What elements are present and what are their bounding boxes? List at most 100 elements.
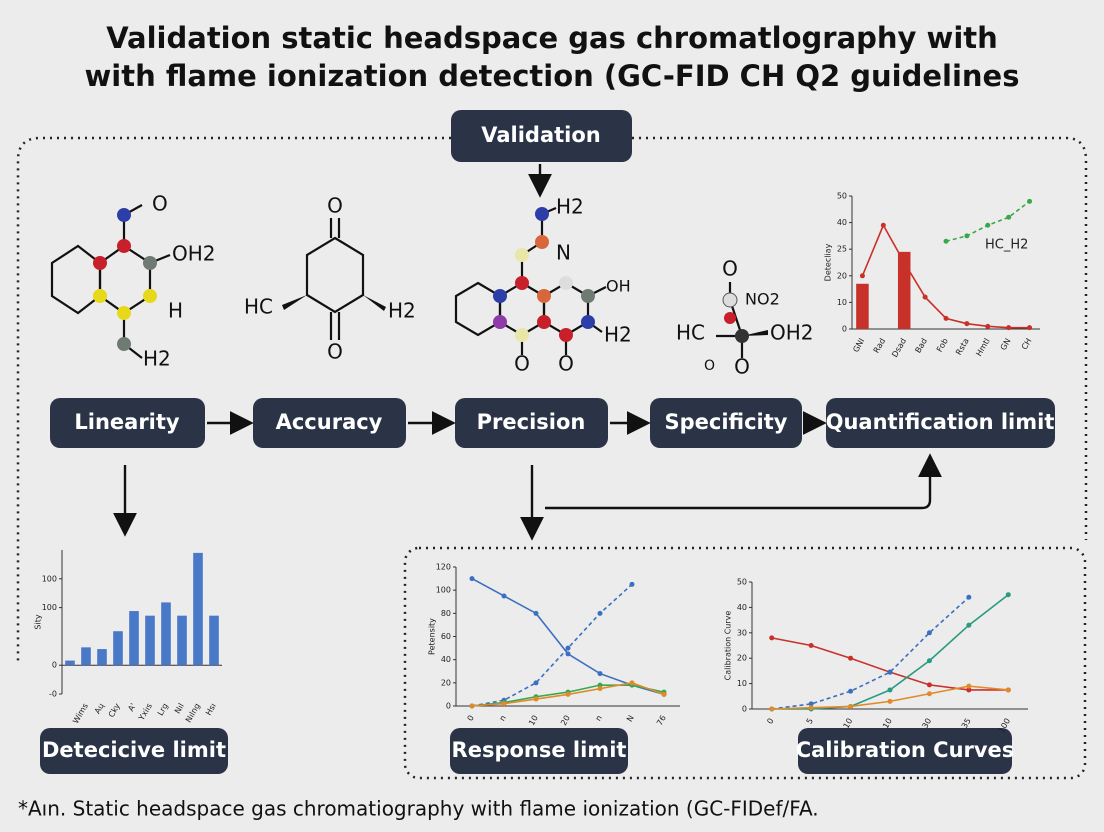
node-box <box>50 398 205 448</box>
y-tick-label: 0 <box>52 661 57 670</box>
bar <box>856 283 869 329</box>
y-tick-label: 25 <box>837 245 847 254</box>
point <box>887 669 893 675</box>
atom-label: OH2 <box>770 321 814 345</box>
point <box>901 260 907 265</box>
title-line: with flame ionization detection (GC-FID … <box>85 59 1020 93</box>
bar <box>193 552 203 666</box>
x-tick-label: CH <box>1020 337 1034 352</box>
atom-label: O <box>327 194 343 218</box>
point <box>597 682 603 688</box>
x-tick-label: 5 <box>805 717 815 726</box>
point <box>985 323 991 329</box>
x-tick-label: 10 <box>881 717 894 730</box>
line <box>471 583 633 707</box>
atom-label: H2 <box>556 195 584 219</box>
y-tick-label: 20 <box>837 271 847 280</box>
molecule: H2 N OH H2 O O <box>454 195 632 376</box>
point <box>501 593 507 599</box>
x-tick-label: Hmtl <box>974 337 991 358</box>
atom-label: O <box>734 355 750 379</box>
point <box>769 706 775 712</box>
point <box>565 645 571 651</box>
y-tick-label: 100 <box>42 603 57 612</box>
x-tick-label: Fob <box>935 337 950 354</box>
point <box>1027 198 1033 204</box>
x-tick-label: 100 <box>997 717 1012 735</box>
x-tick-label: Aų <box>93 702 106 716</box>
node-box <box>40 728 228 774</box>
x-tick-label: Wims <box>71 702 90 725</box>
point <box>1005 687 1011 693</box>
atom-label: H2 <box>604 323 632 347</box>
point <box>597 671 603 677</box>
y-axis-label: Detecliay <box>824 243 833 281</box>
x-tick-label: Bad <box>913 337 929 355</box>
y-tick-label: 40 <box>737 603 747 612</box>
y-tick-label: 80 <box>441 609 451 618</box>
y-tick-label: 100 <box>42 574 57 583</box>
point <box>629 581 635 587</box>
point <box>887 687 893 693</box>
line <box>945 200 1031 242</box>
point <box>808 643 814 648</box>
y-tick-label: 10 <box>837 298 847 307</box>
bar <box>129 611 139 666</box>
point <box>469 576 475 582</box>
point <box>565 651 571 657</box>
node-label: Response limit <box>452 738 627 762</box>
y-tick-label: 0 <box>742 705 747 714</box>
point <box>966 594 972 600</box>
point <box>533 680 539 686</box>
point <box>922 294 928 300</box>
point <box>926 691 932 697</box>
node-box <box>650 398 802 448</box>
point <box>943 315 949 321</box>
node-label: Precision <box>477 410 586 434</box>
point <box>848 703 854 709</box>
node-box <box>455 398 608 448</box>
point <box>1027 325 1033 331</box>
atom-label: O <box>514 352 530 376</box>
point <box>501 701 507 707</box>
atom-label: H2 <box>143 347 171 371</box>
x-tick-label: GN <box>999 337 1013 352</box>
x-tick-label: 10 <box>842 717 855 730</box>
line <box>471 577 665 696</box>
bar <box>113 631 123 666</box>
y-tick-label: 0 <box>446 702 451 711</box>
bar <box>81 647 91 666</box>
bottom-boxes: Detecicive limit Response limit Calibrat… <box>40 728 1014 774</box>
x-tick-label: GNI <box>851 337 866 354</box>
x-tick-label: 76 <box>655 714 668 727</box>
node-box <box>253 398 406 448</box>
atom-label: HC <box>244 295 273 319</box>
atom-label: O <box>327 340 343 364</box>
atom-label: O <box>152 192 168 216</box>
point <box>926 630 932 636</box>
atom-label: OH2 <box>172 242 216 266</box>
molecule: O NO2 HC OH2 O O <box>676 257 814 379</box>
atom-label: NO2 <box>745 290 780 309</box>
point <box>1005 592 1011 598</box>
node-label: Accuracy <box>276 410 383 434</box>
bar <box>145 615 155 666</box>
y-tick-label: -0 <box>49 690 57 699</box>
x-tick-label: 35 <box>960 717 973 730</box>
x-tick-label: n <box>498 714 508 723</box>
arrow <box>545 453 942 510</box>
footnote: *Aın. Static headspace gas chromatiograp… <box>18 797 819 821</box>
atom-label: O <box>558 352 574 376</box>
x-tick-label: n <box>594 714 604 723</box>
x-tick-label: Hsı <box>204 702 218 717</box>
bar <box>897 251 911 329</box>
line <box>771 596 970 710</box>
node-label: Linearity <box>74 410 180 434</box>
x-tick-label: Rsta <box>954 337 971 357</box>
atom-label: HC <box>676 321 705 345</box>
x-tick-label: Dsad <box>890 337 908 359</box>
node-label: Quantification limit <box>826 410 1055 434</box>
y-tick-label: 20 <box>737 654 747 663</box>
point <box>808 705 814 711</box>
